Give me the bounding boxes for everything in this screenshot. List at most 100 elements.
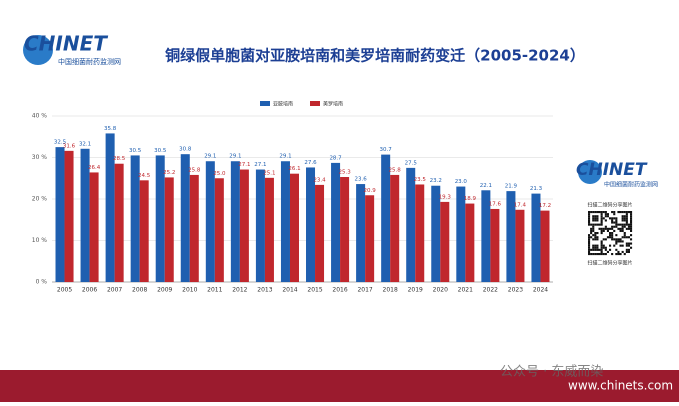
qr-cell — [617, 227, 620, 230]
value-label: 29.1 — [204, 154, 216, 160]
qr-cell — [625, 219, 628, 222]
bar — [205, 161, 215, 282]
y-tick-label: 20 % — [32, 196, 48, 203]
qr-cell — [590, 229, 593, 232]
bar — [55, 147, 65, 282]
qr-cell — [627, 227, 630, 230]
bar — [381, 154, 391, 282]
bar — [456, 186, 466, 282]
value-label: 28.5 — [113, 156, 126, 162]
qr-cell — [630, 225, 633, 228]
value-label: 24.5 — [138, 173, 151, 179]
qr-cell — [588, 238, 591, 241]
qr-cell — [600, 211, 603, 214]
qr-cell — [630, 234, 633, 237]
qr-cell — [615, 223, 618, 226]
qr-cell — [604, 225, 607, 228]
qr-caption: 扫描二维码分享图片 — [587, 202, 632, 209]
value-label: 27.6 — [304, 160, 317, 166]
qr-cell — [615, 238, 618, 241]
qr-cell — [592, 223, 595, 226]
qr-cell — [590, 223, 593, 226]
x-tick-label: 2013 — [257, 287, 272, 294]
qr-cell — [615, 253, 618, 256]
x-tick-label: 2011 — [207, 287, 222, 294]
qr-cell — [617, 223, 620, 226]
qr-cell — [609, 234, 612, 237]
qr-cell — [630, 213, 633, 216]
value-label: 31.6 — [63, 143, 76, 149]
bar — [239, 169, 249, 282]
qr-cell — [592, 229, 595, 232]
y-tick-label: 40 % — [32, 113, 48, 120]
qr-cell — [600, 229, 603, 232]
qr-cell — [611, 217, 614, 220]
bar — [490, 208, 500, 282]
qr-cell — [600, 244, 603, 247]
qr-cell — [600, 223, 603, 226]
value-label: 17.2 — [539, 203, 551, 209]
value-label: 23.2 — [430, 178, 442, 184]
qr-cell — [590, 253, 593, 256]
bar — [365, 195, 375, 282]
qr-cell — [594, 244, 597, 247]
x-tick-label: 2009 — [157, 287, 172, 294]
qr-cell — [604, 238, 607, 241]
qr-cell — [619, 223, 622, 226]
qr-cell — [623, 215, 626, 218]
qr-cell — [613, 229, 616, 232]
qr-cell — [604, 219, 607, 222]
value-label: 25.8 — [389, 167, 402, 173]
value-label: 27.1 — [254, 162, 266, 168]
qr-cell — [594, 219, 597, 222]
bar — [130, 155, 140, 282]
value-label: 28.7 — [329, 155, 342, 161]
qr-cell — [592, 217, 595, 220]
bar — [80, 148, 90, 282]
qr-cell — [627, 211, 630, 214]
qr-cell — [625, 242, 628, 245]
bar — [331, 162, 341, 282]
value-label: 30.5 — [129, 148, 142, 154]
qr-caption: 扫描二维码分享图片 — [587, 260, 632, 267]
qr-cell — [611, 253, 614, 256]
qr-code — [588, 211, 633, 256]
bar — [531, 193, 541, 282]
qr-cell — [615, 240, 618, 243]
qr-cell — [598, 253, 601, 256]
qr-cell — [602, 253, 605, 256]
bar — [465, 203, 475, 282]
bar — [164, 177, 174, 282]
qr-cell — [602, 211, 605, 214]
y-tick-label: 0 % — [36, 279, 48, 286]
logo-globe — [578, 160, 602, 184]
qr-cell — [611, 236, 614, 239]
qr-cell — [623, 219, 626, 222]
value-label: 30.7 — [380, 147, 393, 153]
qr-cell — [609, 232, 612, 235]
qr-cell — [627, 236, 630, 239]
value-label: 22.1 — [480, 183, 492, 189]
qr-cell — [615, 242, 618, 245]
x-tick-label: 2021 — [458, 287, 473, 294]
value-label: 29.1 — [229, 154, 241, 160]
bar — [289, 173, 299, 282]
qr-cell — [588, 223, 591, 226]
qr-cell — [594, 223, 597, 226]
qr-cell — [621, 223, 624, 226]
x-tick-label: 2017 — [357, 287, 372, 294]
qr-cell — [611, 211, 614, 214]
bar — [155, 155, 165, 282]
bar — [64, 150, 74, 282]
qr-cell — [600, 221, 603, 224]
bar — [431, 185, 441, 282]
qr-cell — [592, 234, 595, 237]
bar — [180, 154, 190, 282]
qr-cell — [627, 244, 630, 247]
value-label: 18.9 — [464, 196, 477, 202]
qr-cell — [600, 248, 603, 251]
y-tick-label: 30 % — [32, 154, 48, 161]
x-tick-label: 2016 — [332, 287, 347, 294]
qr-cell — [602, 229, 605, 232]
qr-cell — [594, 246, 597, 249]
